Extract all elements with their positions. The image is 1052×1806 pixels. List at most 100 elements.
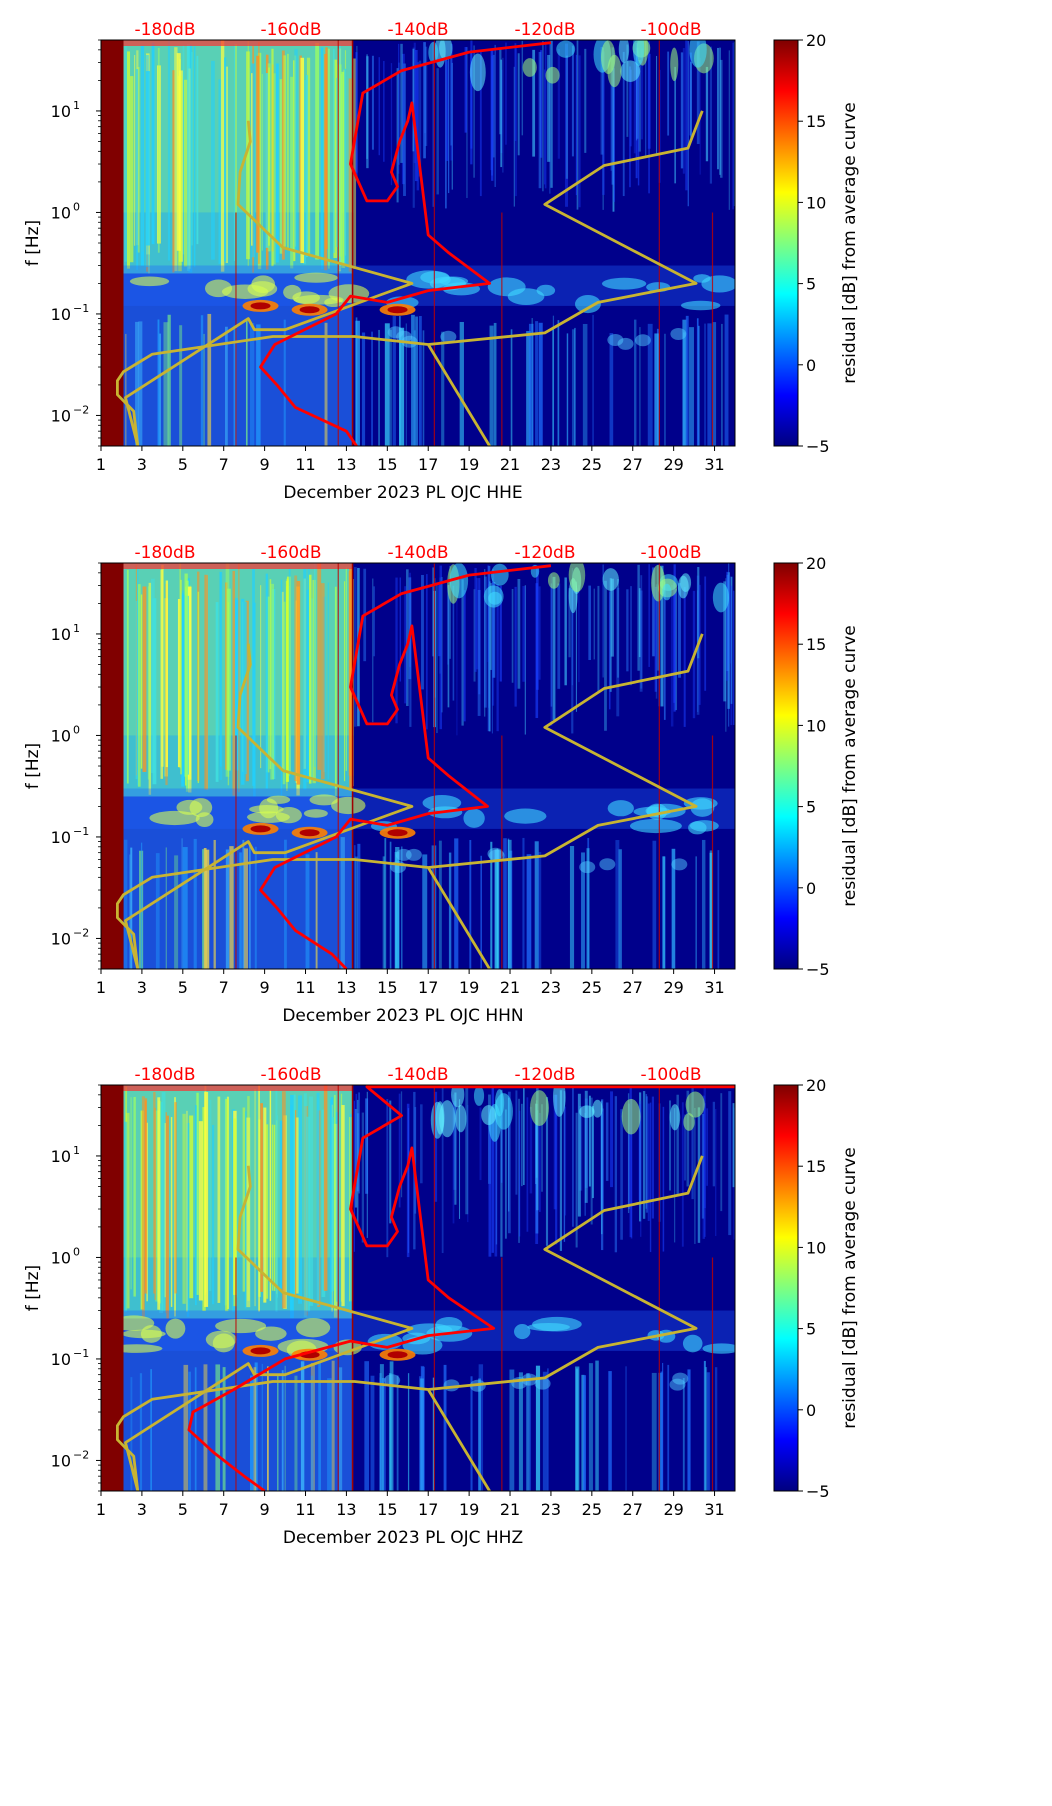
highfreq-burst: [685, 1091, 705, 1118]
lowfreq-streak: [203, 847, 207, 969]
lowfreq-streak: [415, 316, 418, 446]
quiet-streak: [475, 578, 479, 670]
y-axis-title: f [Hz]: [23, 743, 43, 789]
quiet-streak: [572, 1085, 574, 1227]
lowfreq-streak: [384, 838, 387, 969]
noise-streak: [324, 53, 328, 271]
lowfreq-streak: [318, 1360, 321, 1491]
quiet-streak: [447, 584, 450, 708]
lowfreq-streak: [364, 1361, 370, 1491]
noise-streak: [233, 43, 236, 262]
quiet-streak: [473, 45, 475, 178]
quiet-streak: [729, 575, 731, 664]
noise-streak: [157, 1097, 161, 1310]
lowfreq-streak: [354, 856, 358, 969]
lowfreq-streak: [130, 847, 133, 969]
x-tick-label: 11: [295, 1500, 315, 1519]
lowfreq-streak: [704, 1367, 708, 1491]
noise-streak: [135, 600, 139, 780]
lowfreq-streak: [384, 323, 390, 446]
noise-streak: [294, 49, 298, 251]
microseism-blob: [680, 300, 721, 311]
lowfreq-streak: [331, 1360, 335, 1491]
noise-streak: [333, 59, 337, 259]
pre-window-block: [101, 1085, 124, 1491]
lowfreq-streak: [245, 320, 248, 446]
highfreq-burst: [469, 53, 486, 92]
noise-streak: [343, 581, 346, 782]
noise-streak: [310, 598, 314, 780]
lowfreq-streak: [305, 854, 310, 969]
noise-streak: [265, 1124, 269, 1299]
quiet-streak: [610, 1091, 614, 1188]
model-curve: [116, 1155, 704, 1491]
lowfreq-streak: [566, 333, 569, 446]
db-scale-label: -140dB: [387, 543, 448, 563]
lowfreq-streak: [200, 315, 204, 446]
lowfreq-streak: [721, 323, 723, 446]
noise-streak: [182, 44, 185, 255]
quiet-streak: [687, 41, 689, 207]
lowfreq-streak: [250, 1375, 254, 1491]
x-tick-label: 19: [459, 455, 479, 474]
noise-streak: [196, 55, 199, 245]
lowfreq-streak: [413, 330, 416, 446]
quiet-streak: [355, 52, 358, 177]
highfreq-burst: [568, 563, 586, 593]
lowfreq-blob: [607, 334, 624, 347]
lowfreq-streak: [203, 333, 205, 446]
quiet-streak: [406, 1103, 410, 1258]
highfreq-burst: [651, 564, 666, 602]
lowfreq-streak: [135, 321, 139, 446]
lowfreq-streak: [371, 331, 373, 446]
highfreq-burst: [712, 582, 730, 613]
noise-streak: [189, 1115, 194, 1299]
x-tick-label: 3: [137, 1500, 147, 1519]
quiet-streak: [613, 52, 616, 202]
lowfreq-blob: [384, 1374, 401, 1387]
colorbar: −5 0 5 10 15 20 residual [dB] from average cur…: [773, 1076, 860, 1501]
quiet-streak: [383, 60, 385, 162]
heatmap-area: [101, 1085, 735, 1491]
quiet-streak: [728, 50, 730, 210]
quiet-streak: [398, 1093, 401, 1208]
lowfreq-streak: [538, 322, 543, 446]
quiet-streak: [588, 1095, 591, 1187]
x-tick-label: 17: [418, 978, 438, 997]
noise-streak: [184, 573, 188, 777]
quiet-streak: [563, 1091, 566, 1242]
lowfreq-streak: [535, 1365, 541, 1491]
quiet-streak: [518, 1110, 521, 1237]
noise-streak: [314, 563, 316, 767]
y-tick-label: 10: [51, 726, 71, 745]
quiet-streak: [504, 1109, 507, 1239]
quiet-streak: [662, 1106, 665, 1252]
quiet-streak: [616, 587, 620, 717]
highfreq-burst: [529, 1090, 549, 1126]
quiet-streak: [365, 1098, 369, 1194]
noise-streak: [316, 1092, 320, 1305]
quiet-streak: [636, 54, 638, 141]
microseism-blob: [283, 284, 302, 300]
quiet-streak: [495, 1099, 498, 1245]
noise-streak: [183, 79, 188, 267]
noise-streak: [241, 598, 245, 785]
quiet-streak: [436, 582, 438, 734]
quiet-streak: [642, 1091, 646, 1219]
lowfreq-streak: [256, 324, 261, 446]
db-scale-label: -160dB: [260, 1065, 321, 1085]
noise-streak: [220, 40, 225, 272]
noise-streak: [165, 1112, 168, 1314]
colorbar-gradient: [773, 39, 799, 447]
quiet-streak: [611, 47, 614, 185]
highfreq-burst: [592, 1099, 603, 1118]
highfreq-burst: [428, 42, 439, 63]
noise-streak: [287, 53, 289, 250]
noise-streak: [267, 67, 271, 246]
noise-streak: [280, 579, 283, 796]
db-scale-label: -160dB: [260, 20, 321, 40]
quiet-streak: [508, 1097, 510, 1212]
lowfreq-streak: [310, 1362, 315, 1491]
noise-streak: [323, 1085, 328, 1291]
